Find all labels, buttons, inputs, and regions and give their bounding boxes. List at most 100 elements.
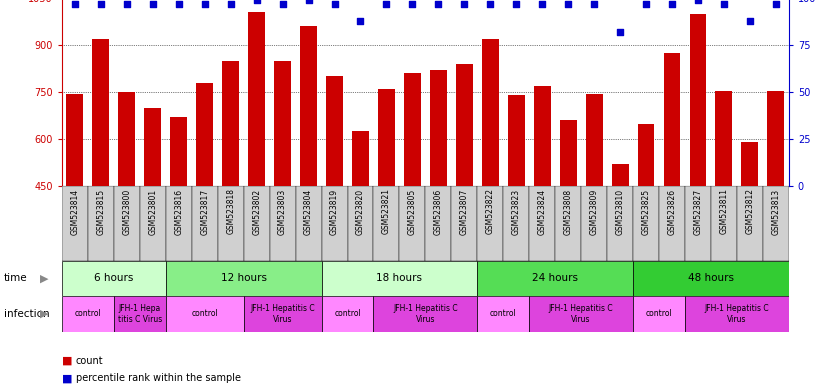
Bar <box>508 95 525 186</box>
Text: GSM523804: GSM523804 <box>304 189 313 235</box>
Text: GSM523823: GSM523823 <box>512 189 520 235</box>
Text: GSM523827: GSM523827 <box>694 189 702 235</box>
Text: GSM523803: GSM523803 <box>278 189 287 235</box>
Text: GSM523808: GSM523808 <box>563 189 572 235</box>
Point <box>458 1 471 7</box>
Text: GSM523822: GSM523822 <box>486 189 495 235</box>
Bar <box>348 186 373 261</box>
Bar <box>118 92 135 186</box>
Point <box>94 1 107 7</box>
Text: control: control <box>192 310 218 318</box>
Text: GSM523818: GSM523818 <box>226 189 235 235</box>
Point <box>510 1 523 7</box>
Text: infection: infection <box>4 309 50 319</box>
Point <box>224 1 237 7</box>
Bar <box>529 186 555 261</box>
Text: JFH-1 Hepatitis C
Virus: JFH-1 Hepatitis C Virus <box>393 304 458 324</box>
Text: JFH-1 Hepatitis C
Virus: JFH-1 Hepatitis C Virus <box>705 304 769 324</box>
Text: GSM523817: GSM523817 <box>200 189 209 235</box>
Bar <box>166 186 192 261</box>
Bar <box>690 14 706 186</box>
Text: GSM523809: GSM523809 <box>590 189 599 235</box>
Point <box>380 1 393 7</box>
Bar <box>352 131 369 186</box>
Text: 12 hours: 12 hours <box>221 273 267 283</box>
Bar <box>659 186 685 261</box>
Point <box>276 1 289 7</box>
Text: 18 hours: 18 hours <box>377 273 422 283</box>
Point <box>328 1 341 7</box>
Bar <box>192 186 218 261</box>
Bar <box>218 186 244 261</box>
Bar <box>633 261 789 296</box>
Bar <box>244 296 321 332</box>
Point <box>562 1 575 7</box>
Bar <box>633 186 659 261</box>
Point <box>146 1 159 7</box>
Text: GSM523820: GSM523820 <box>356 189 365 235</box>
Bar <box>742 142 758 186</box>
Text: GSM523826: GSM523826 <box>667 189 676 235</box>
Bar <box>430 70 447 186</box>
Bar <box>534 86 551 186</box>
Bar <box>451 186 477 261</box>
Text: control: control <box>490 310 516 318</box>
Bar <box>321 261 477 296</box>
Point <box>432 1 445 7</box>
Text: ▶: ▶ <box>40 309 48 319</box>
Point <box>406 1 419 7</box>
Point <box>769 1 782 7</box>
Point <box>250 0 263 3</box>
Bar <box>88 186 114 261</box>
Text: GSM523802: GSM523802 <box>252 189 261 235</box>
Bar <box>93 39 109 186</box>
Point <box>639 1 653 7</box>
Bar <box>503 186 529 261</box>
Bar <box>326 76 343 186</box>
Bar <box>66 94 83 186</box>
Bar <box>269 186 296 261</box>
Point <box>743 18 757 24</box>
Bar <box>767 91 784 186</box>
Bar <box>378 89 395 186</box>
Bar <box>62 296 114 332</box>
Bar <box>114 186 140 261</box>
Text: GSM523810: GSM523810 <box>615 189 624 235</box>
Text: ▶: ▶ <box>40 273 48 283</box>
Bar <box>715 91 733 186</box>
Bar <box>62 186 88 261</box>
Bar <box>477 296 529 332</box>
Bar <box>685 186 711 261</box>
Text: GSM523801: GSM523801 <box>149 189 157 235</box>
Bar <box>274 61 291 186</box>
Bar <box>456 64 472 186</box>
Text: count: count <box>76 356 103 366</box>
Bar <box>166 296 244 332</box>
Point <box>614 29 627 35</box>
Point <box>121 1 134 7</box>
Bar <box>244 186 269 261</box>
Bar <box>582 186 607 261</box>
Bar <box>663 53 681 186</box>
Bar <box>425 186 451 261</box>
Bar <box>321 296 373 332</box>
Text: control: control <box>646 310 672 318</box>
Text: JFH-1 Hepa
titis C Virus: JFH-1 Hepa titis C Virus <box>117 304 162 324</box>
Text: GSM523814: GSM523814 <box>70 189 79 235</box>
Text: JFH-1 Hepatitis C
Virus: JFH-1 Hepatitis C Virus <box>250 304 315 324</box>
Bar <box>737 186 763 261</box>
Point <box>69 1 82 7</box>
Bar <box>170 117 188 186</box>
Text: 6 hours: 6 hours <box>94 273 134 283</box>
Point <box>535 1 548 7</box>
Point <box>666 1 679 7</box>
Text: GSM523821: GSM523821 <box>382 189 391 235</box>
Text: GSM523812: GSM523812 <box>745 189 754 235</box>
Bar <box>296 186 321 261</box>
Text: GSM523807: GSM523807 <box>460 189 469 235</box>
Text: GSM523805: GSM523805 <box>408 189 417 235</box>
Text: ■: ■ <box>62 373 73 383</box>
Bar <box>140 186 166 261</box>
Bar <box>166 261 321 296</box>
Bar <box>711 186 737 261</box>
